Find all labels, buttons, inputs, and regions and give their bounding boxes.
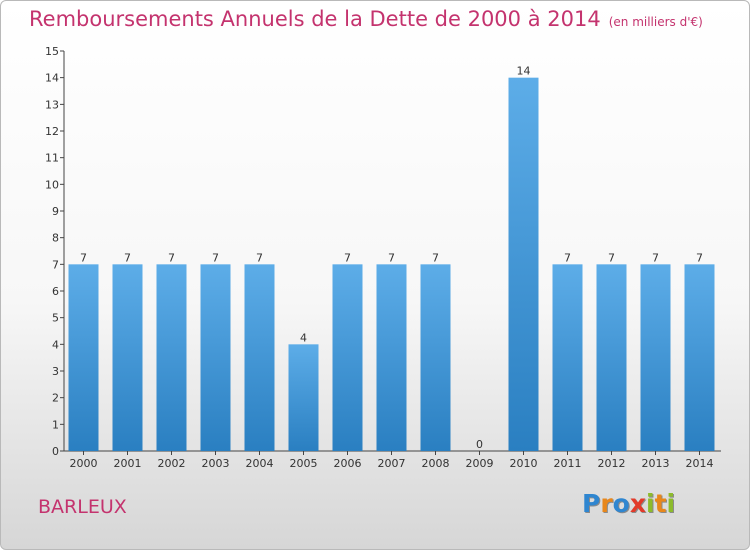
bar <box>552 264 583 451</box>
bars <box>68 77 715 452</box>
bar <box>332 264 363 451</box>
data-label: 7 <box>564 251 571 264</box>
proxiti-logo: Proxiti <box>582 489 675 518</box>
bar <box>156 264 187 451</box>
y-tick-label: 0 <box>52 445 59 458</box>
data-label: 14 <box>517 65 531 78</box>
data-label: 7 <box>696 251 703 264</box>
y-tick-label: 1 <box>52 418 59 431</box>
bar <box>244 264 275 451</box>
bar <box>420 264 451 451</box>
x-tick-label: 2004 <box>246 457 274 470</box>
data-label: 7 <box>80 251 87 264</box>
data-label: 7 <box>212 251 219 264</box>
logo-letter: i <box>646 489 655 518</box>
data-label: 4 <box>300 331 307 344</box>
x-tick-label: 2008 <box>422 457 450 470</box>
bar <box>376 264 407 451</box>
data-label: 7 <box>652 251 659 264</box>
x-tick-label: 2007 <box>378 457 406 470</box>
y-tick-label: 14 <box>45 72 59 85</box>
y-tick-label: 9 <box>52 205 59 218</box>
y-tick-label: 13 <box>45 98 59 111</box>
chart-title-unit: (en milliers d'€) <box>608 15 703 29</box>
y-tick-label: 5 <box>52 312 59 325</box>
x-tick-label: 2009 <box>466 457 494 470</box>
logo-letter: x <box>629 489 646 518</box>
x-tick-label: 2002 <box>158 457 186 470</box>
x-tick-label: 2000 <box>70 457 98 470</box>
x-tick-label: 2006 <box>334 457 362 470</box>
bar <box>112 264 143 451</box>
bar <box>508 77 539 452</box>
y-tick-label: 2 <box>52 392 59 405</box>
data-label: 7 <box>388 251 395 264</box>
y-tick-label: 4 <box>52 338 59 351</box>
bar <box>684 264 715 451</box>
y-tick-label: 6 <box>52 285 59 298</box>
y-tick-label: 3 <box>52 365 59 378</box>
chart-title-text: Remboursements Annuels de la Dette de 20… <box>29 7 601 31</box>
x-tick-label: 2014 <box>686 457 714 470</box>
logo-letter: t <box>654 489 667 518</box>
x-tick-label: 2011 <box>554 457 582 470</box>
data-label: 7 <box>124 251 131 264</box>
logo-letter: i <box>666 489 676 518</box>
x-tick-label: 2005 <box>290 457 318 470</box>
data-label: 7 <box>256 251 263 264</box>
x-tick-label: 2001 <box>114 457 142 470</box>
y-tick-label: 12 <box>45 125 59 138</box>
y-tick-label: 11 <box>45 152 59 165</box>
x-tick-label: 2012 <box>598 457 626 470</box>
data-labels: 7 7 7 7 7 4 7 7 7 0 14 7 7 7 7 <box>80 65 703 451</box>
y-tick-label: 8 <box>52 232 59 245</box>
bar <box>68 264 99 451</box>
chart-title: Remboursements Annuels de la Dette de 20… <box>29 7 703 31</box>
logo-letter: o <box>612 489 630 518</box>
data-label: 7 <box>608 251 615 264</box>
y-tick-label: 7 <box>52 258 59 271</box>
data-label: 7 <box>432 251 439 264</box>
x-tick-label: 2003 <box>202 457 230 470</box>
data-label: 0 <box>476 438 483 451</box>
data-label: 7 <box>168 251 175 264</box>
bar <box>640 264 671 451</box>
x-tick-label: 2010 <box>510 457 538 470</box>
y-tick-label: 15 <box>45 45 59 58</box>
bar <box>596 264 627 451</box>
data-label: 7 <box>344 251 351 264</box>
commune-name: BARLEUX <box>38 496 127 518</box>
logo-letter: r <box>600 489 613 518</box>
bar <box>288 344 319 451</box>
bar <box>200 264 231 451</box>
y-tick-label: 10 <box>45 178 59 191</box>
logo-letter: P <box>582 489 601 518</box>
x-tick-label: 2013 <box>642 457 670 470</box>
